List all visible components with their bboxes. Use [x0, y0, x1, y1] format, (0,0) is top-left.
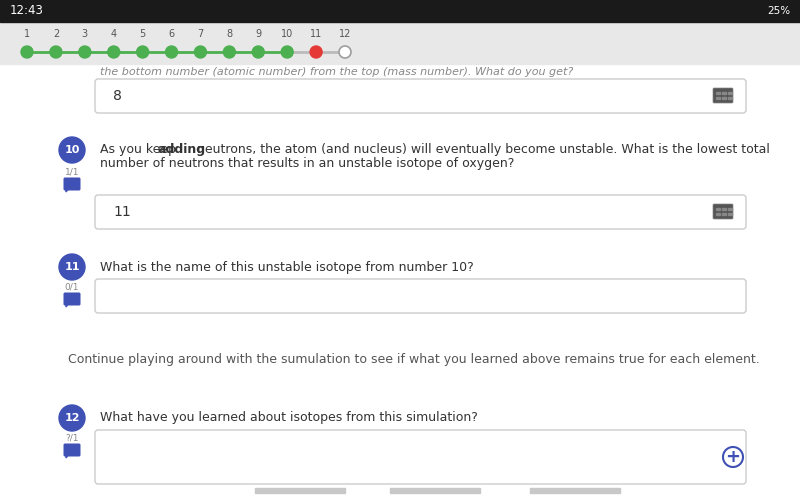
Bar	[255, 488, 345, 493]
Circle shape	[252, 46, 264, 58]
Text: As you keep: As you keep	[100, 142, 180, 156]
Text: 11: 11	[113, 205, 130, 219]
Bar	[728, 213, 732, 215]
Bar	[722, 92, 726, 94]
Circle shape	[79, 46, 91, 58]
Circle shape	[166, 46, 178, 58]
FancyBboxPatch shape	[95, 279, 746, 313]
Text: ?/1: ?/1	[66, 434, 78, 442]
Circle shape	[59, 137, 85, 163]
FancyBboxPatch shape	[95, 79, 746, 113]
FancyBboxPatch shape	[63, 178, 81, 190]
Circle shape	[194, 46, 206, 58]
Bar	[722, 213, 726, 215]
Bar	[0, 22, 800, 64]
Circle shape	[310, 46, 322, 58]
Bar	[716, 213, 720, 215]
Circle shape	[108, 46, 120, 58]
Circle shape	[21, 46, 33, 58]
Text: 7: 7	[198, 29, 203, 39]
Bar	[530, 488, 620, 493]
Text: 2: 2	[53, 29, 59, 39]
Text: number of neutrons that results in an unstable isotope of oxygen?: number of neutrons that results in an un…	[100, 156, 514, 170]
Circle shape	[339, 46, 351, 58]
Circle shape	[50, 46, 62, 58]
Text: 1: 1	[24, 29, 30, 39]
FancyBboxPatch shape	[713, 204, 733, 219]
Text: 12: 12	[339, 29, 351, 39]
Text: 10: 10	[64, 145, 80, 155]
FancyBboxPatch shape	[95, 195, 746, 229]
Text: 6: 6	[169, 29, 174, 39]
Text: +: +	[726, 448, 741, 466]
Bar	[722, 208, 726, 210]
Text: adding: adding	[157, 142, 205, 156]
FancyBboxPatch shape	[713, 88, 733, 103]
Bar	[390, 488, 480, 493]
Circle shape	[59, 254, 85, 280]
Bar	[716, 208, 720, 210]
Circle shape	[59, 405, 85, 431]
Bar	[728, 97, 732, 99]
Text: 5: 5	[139, 29, 146, 39]
Text: the bottom number (atomic number) from the top (mass number). What do you get?: the bottom number (atomic number) from t…	[100, 67, 574, 77]
Text: 0/1: 0/1	[65, 282, 79, 292]
Text: 12: 12	[64, 413, 80, 423]
Text: 4: 4	[110, 29, 117, 39]
Circle shape	[281, 46, 293, 58]
Text: 10: 10	[281, 29, 294, 39]
FancyBboxPatch shape	[95, 430, 746, 484]
Polygon shape	[66, 454, 69, 458]
Text: 3: 3	[82, 29, 88, 39]
Polygon shape	[66, 188, 69, 192]
FancyBboxPatch shape	[63, 292, 81, 306]
Circle shape	[723, 447, 743, 467]
Text: What is the name of this unstable isotope from number 10?: What is the name of this unstable isotop…	[100, 260, 474, 274]
Text: 8: 8	[226, 29, 233, 39]
Bar	[716, 97, 720, 99]
Circle shape	[137, 46, 149, 58]
Text: 1/1: 1/1	[65, 168, 79, 176]
Polygon shape	[66, 303, 69, 307]
Bar	[716, 92, 720, 94]
Text: 12:43: 12:43	[10, 4, 44, 18]
Text: 11: 11	[64, 262, 80, 272]
Text: What have you learned about isotopes from this simulation?: What have you learned about isotopes fro…	[100, 412, 478, 424]
Bar	[728, 92, 732, 94]
Bar	[0, 0, 800, 22]
Text: neutrons, the atom (and nucleus) will eventually become unstable. What is the lo: neutrons, the atom (and nucleus) will ev…	[193, 142, 770, 156]
Bar	[0, 64, 800, 500]
Text: Continue playing around with the sumulation to see if what you learned above rem: Continue playing around with the sumulat…	[68, 354, 760, 366]
Text: 25%: 25%	[767, 6, 790, 16]
Bar	[722, 97, 726, 99]
Text: 11: 11	[310, 29, 322, 39]
Circle shape	[223, 46, 235, 58]
Text: 8: 8	[113, 89, 122, 103]
Bar	[728, 208, 732, 210]
Text: 9: 9	[255, 29, 262, 39]
FancyBboxPatch shape	[63, 444, 81, 456]
